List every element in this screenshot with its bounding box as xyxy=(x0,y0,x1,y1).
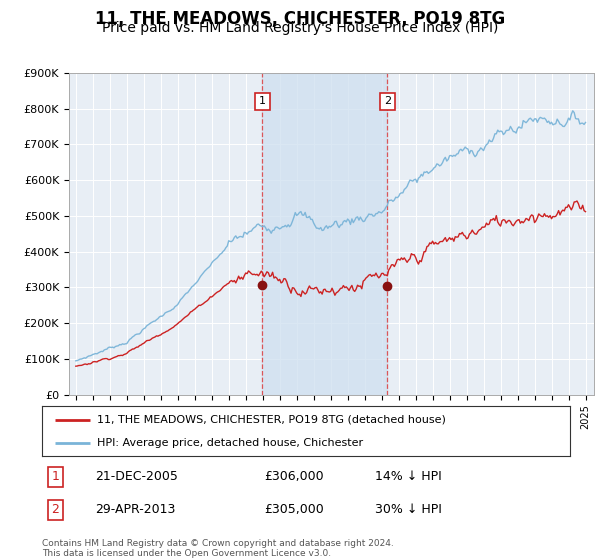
Text: 2: 2 xyxy=(383,96,391,106)
Bar xyxy=(262,73,387,395)
Text: 11, THE MEADOWS, CHICHESTER, PO19 8TG (detached house): 11, THE MEADOWS, CHICHESTER, PO19 8TG (d… xyxy=(97,414,446,424)
Text: 29-APR-2013: 29-APR-2013 xyxy=(95,503,175,516)
Text: 1: 1 xyxy=(259,96,266,106)
Text: £305,000: £305,000 xyxy=(264,503,323,516)
Text: 2: 2 xyxy=(51,503,59,516)
Text: £306,000: £306,000 xyxy=(264,470,323,483)
Text: 30% ↓ HPI: 30% ↓ HPI xyxy=(374,503,442,516)
Text: Price paid vs. HM Land Registry's House Price Index (HPI): Price paid vs. HM Land Registry's House … xyxy=(102,21,498,35)
Text: 14% ↓ HPI: 14% ↓ HPI xyxy=(374,470,442,483)
Text: Contains HM Land Registry data © Crown copyright and database right 2024.
This d: Contains HM Land Registry data © Crown c… xyxy=(42,539,394,558)
Text: 21-DEC-2005: 21-DEC-2005 xyxy=(95,470,178,483)
Text: 11, THE MEADOWS, CHICHESTER, PO19 8TG: 11, THE MEADOWS, CHICHESTER, PO19 8TG xyxy=(95,10,505,27)
Text: 1: 1 xyxy=(51,470,59,483)
Text: HPI: Average price, detached house, Chichester: HPI: Average price, detached house, Chic… xyxy=(97,438,364,448)
